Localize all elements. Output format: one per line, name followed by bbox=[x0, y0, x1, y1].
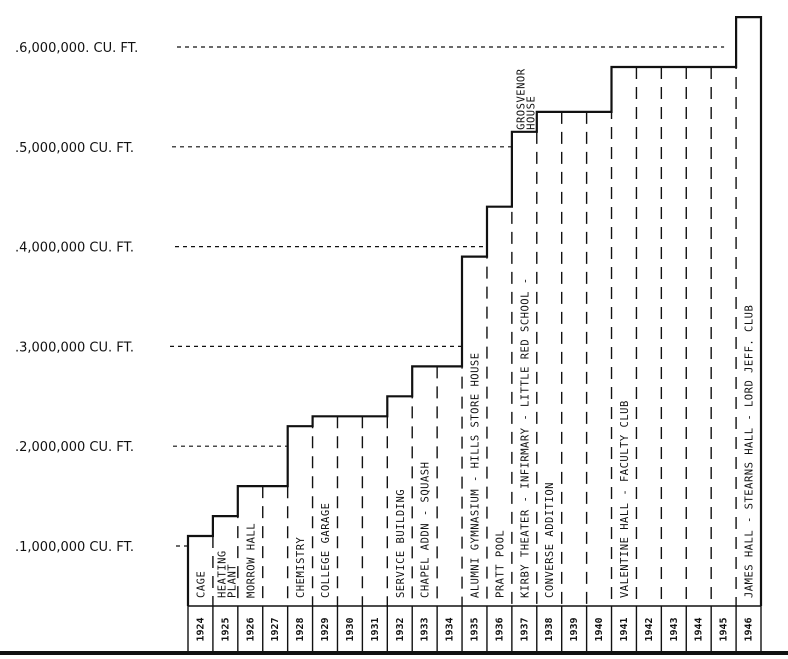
year-label: 1928 bbox=[295, 617, 306, 641]
y-guide-lines bbox=[170, 46, 725, 547]
y-tick-label: .2,000,000 CU. FT. bbox=[15, 440, 134, 455]
building-label: MORROW HALL bbox=[245, 523, 257, 598]
year-label: 1941 bbox=[619, 617, 630, 641]
year-label: 1932 bbox=[395, 617, 406, 641]
year-label: 1924 bbox=[195, 617, 206, 641]
year-label: 1934 bbox=[445, 617, 456, 641]
year-label: 1943 bbox=[669, 617, 680, 641]
building-label: KIRBY THEATER - INFIRMARY - LITTLE RED S… bbox=[519, 277, 531, 598]
year-label: 1939 bbox=[569, 617, 580, 641]
year-label: 1938 bbox=[544, 617, 555, 641]
year-label: 1940 bbox=[594, 617, 605, 641]
year-label: 1926 bbox=[245, 617, 256, 641]
year-label: 1927 bbox=[270, 617, 281, 641]
y-tick-label: .6,000,000. CU. FT. bbox=[15, 41, 138, 56]
building-label-extra: GROSVENOR bbox=[515, 68, 527, 130]
building-label: CHEMISTRY bbox=[295, 536, 307, 598]
building-label: PRATT POOL bbox=[494, 530, 506, 598]
year-label: 1925 bbox=[220, 617, 231, 641]
building-label-extra: HOUSE bbox=[525, 96, 537, 130]
cumulative-volume-steps bbox=[186, 16, 763, 606]
year-label: 1942 bbox=[644, 617, 655, 641]
year-label: 1931 bbox=[370, 617, 381, 641]
year-label: 1944 bbox=[694, 617, 705, 641]
building-label: CONVERSE ADDITION bbox=[544, 482, 556, 598]
y-tick-label: .3,000,000 CU. FT. bbox=[15, 340, 134, 355]
year-label: 1935 bbox=[470, 617, 481, 641]
year-label: 1945 bbox=[719, 617, 730, 641]
year-label: 1946 bbox=[744, 617, 755, 641]
year-label: 1936 bbox=[494, 617, 505, 641]
building-label: CAGE bbox=[195, 571, 207, 598]
building-label: SERVICE BUILDING bbox=[395, 489, 407, 598]
volume-step-line bbox=[186, 16, 763, 606]
building-label: PLANT bbox=[226, 564, 238, 598]
building-label: JAMES HALL - STEARNS HALL - LORD JEFF. C… bbox=[744, 305, 756, 598]
building-label: ALUMNI GYMNASIUM - HILLS STORE HOUSE bbox=[470, 352, 482, 598]
year-label: 1933 bbox=[420, 617, 431, 641]
y-tick-label: .1,000,000 CU. FT. bbox=[15, 540, 134, 555]
year-label: 1930 bbox=[345, 617, 356, 641]
year-axis: 1924 1925 1926 1927 1928 1929 1930 1931 1932 1933… bbox=[187, 605, 762, 653]
y-tick-label: .4,000,000 CU. FT. bbox=[15, 241, 134, 256]
building-label: VALENTINE HALL - FACULTY CLUB bbox=[619, 400, 631, 598]
y-tick-labels: .1,000,000 CU. FT. .2,000,000 CU. FT. .3,0… bbox=[15, 41, 138, 555]
building-label: COLLEGE GARAGE bbox=[320, 502, 332, 598]
y-tick-label: .5,000,000 CU. FT. bbox=[15, 141, 134, 156]
building-label: HEATING bbox=[216, 550, 228, 598]
building-label: CHAPEL ADDN - SQUASH bbox=[420, 462, 432, 598]
year-label: 1929 bbox=[320, 617, 331, 641]
year-label: 1937 bbox=[519, 617, 530, 641]
